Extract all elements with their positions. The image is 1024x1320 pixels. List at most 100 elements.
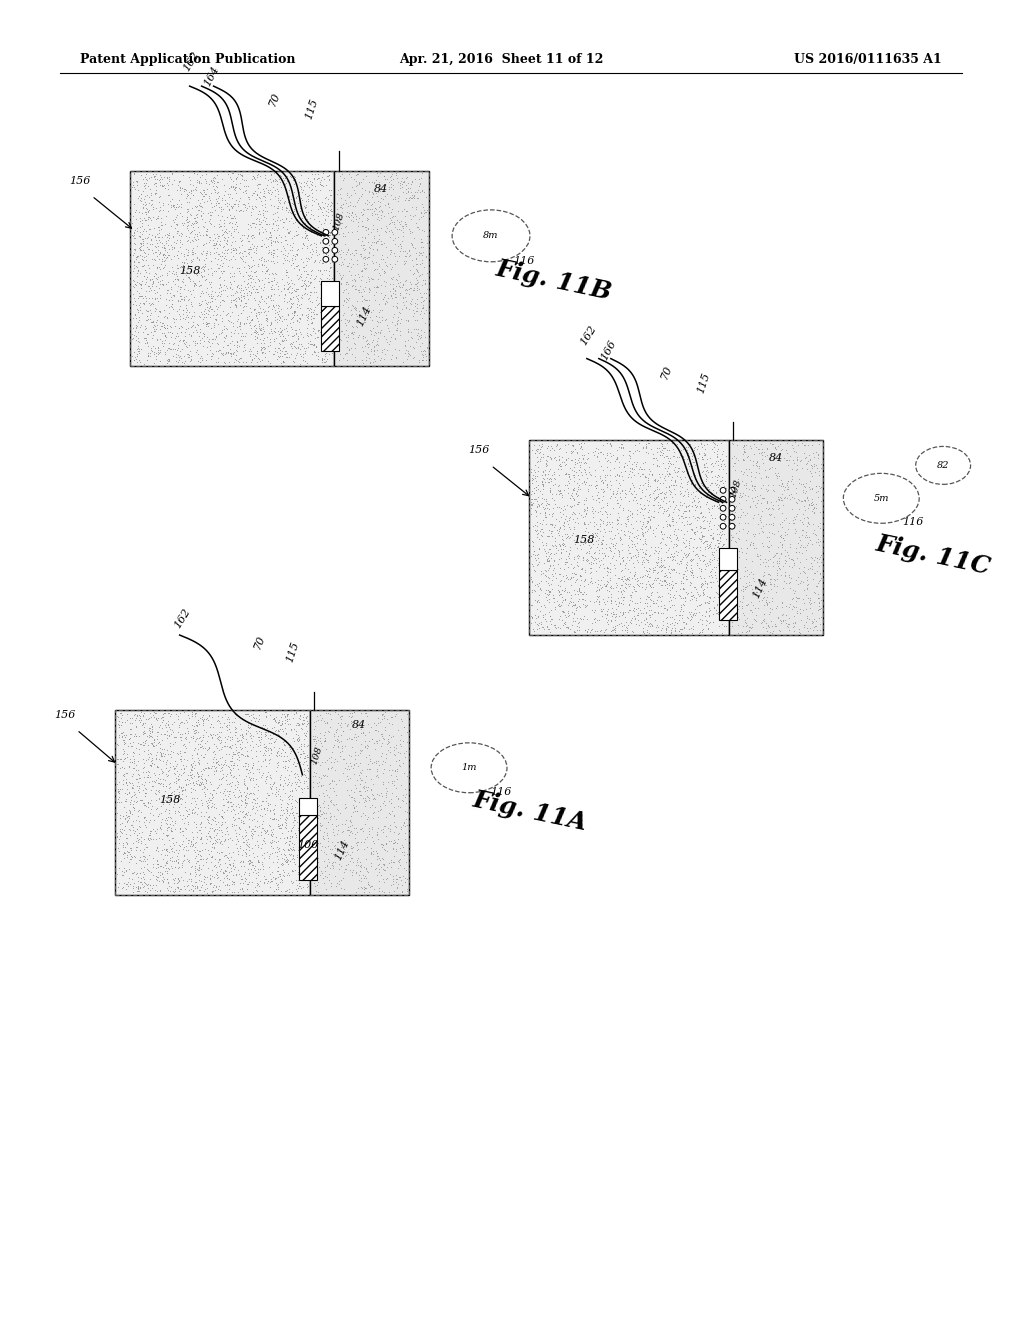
Point bbox=[293, 286, 309, 308]
Point bbox=[385, 832, 401, 853]
Point bbox=[328, 729, 344, 750]
Point bbox=[602, 561, 618, 582]
Point bbox=[254, 260, 270, 281]
Point bbox=[142, 194, 159, 215]
Point bbox=[310, 193, 327, 214]
Point bbox=[248, 863, 264, 884]
Point bbox=[539, 454, 555, 475]
Point bbox=[537, 465, 553, 486]
Point bbox=[344, 841, 360, 862]
Point bbox=[287, 246, 303, 267]
Point bbox=[190, 857, 207, 878]
Point bbox=[162, 752, 178, 774]
Point bbox=[300, 211, 316, 232]
Point bbox=[369, 731, 385, 752]
Point bbox=[359, 714, 376, 735]
Point bbox=[710, 529, 726, 550]
Point bbox=[540, 525, 556, 546]
Point bbox=[524, 469, 541, 490]
Point bbox=[204, 342, 220, 363]
Point bbox=[645, 573, 662, 594]
Point bbox=[153, 818, 169, 840]
Point bbox=[240, 803, 256, 824]
Point bbox=[315, 335, 332, 356]
Point bbox=[612, 527, 629, 548]
Point bbox=[395, 172, 412, 193]
Point bbox=[812, 517, 828, 539]
Point bbox=[647, 616, 664, 638]
Point bbox=[304, 312, 321, 333]
Text: 162: 162 bbox=[173, 606, 193, 630]
Point bbox=[711, 474, 727, 495]
Point bbox=[672, 586, 688, 607]
Point bbox=[608, 449, 625, 470]
Point bbox=[145, 847, 162, 869]
Point bbox=[228, 297, 245, 318]
Point bbox=[542, 544, 558, 565]
Point bbox=[741, 436, 758, 457]
Point bbox=[164, 837, 180, 858]
Point bbox=[282, 202, 298, 223]
Point bbox=[775, 578, 792, 599]
Point bbox=[218, 788, 234, 809]
Point bbox=[204, 834, 220, 855]
Point bbox=[307, 710, 324, 731]
Point bbox=[138, 762, 155, 783]
Point bbox=[662, 515, 678, 536]
Point bbox=[255, 341, 271, 362]
Point bbox=[321, 828, 337, 849]
Point bbox=[201, 298, 217, 319]
Point bbox=[262, 816, 279, 837]
Point bbox=[596, 480, 612, 502]
Point bbox=[529, 474, 546, 495]
Point bbox=[388, 735, 404, 756]
Point bbox=[594, 606, 610, 627]
Point bbox=[242, 285, 258, 306]
Point bbox=[638, 577, 654, 598]
Point bbox=[229, 830, 246, 851]
Point bbox=[655, 442, 672, 463]
Point bbox=[391, 750, 408, 771]
Point bbox=[158, 812, 174, 833]
Point bbox=[605, 603, 622, 624]
Point bbox=[221, 784, 238, 805]
Point bbox=[689, 595, 706, 616]
Point bbox=[307, 787, 324, 808]
Point bbox=[130, 876, 146, 898]
Point bbox=[344, 242, 360, 263]
Point bbox=[618, 618, 635, 639]
Point bbox=[137, 261, 154, 282]
Point bbox=[190, 820, 207, 841]
Point bbox=[416, 256, 432, 277]
Point bbox=[602, 434, 618, 455]
Point bbox=[637, 593, 653, 614]
Point bbox=[238, 246, 254, 267]
Point bbox=[140, 218, 157, 239]
Point bbox=[362, 195, 379, 216]
Point bbox=[212, 861, 228, 882]
Point bbox=[382, 755, 398, 776]
Point bbox=[538, 454, 554, 475]
Point bbox=[419, 263, 435, 284]
Point bbox=[345, 275, 361, 296]
Point bbox=[225, 865, 242, 886]
Point bbox=[404, 300, 421, 321]
Point bbox=[370, 334, 386, 355]
Point bbox=[680, 607, 696, 628]
Point bbox=[124, 713, 140, 734]
Point bbox=[598, 576, 614, 597]
Point bbox=[609, 490, 626, 511]
Point bbox=[409, 216, 425, 238]
Point bbox=[245, 213, 261, 234]
Point bbox=[271, 322, 288, 343]
Point bbox=[212, 286, 228, 308]
Point bbox=[184, 251, 201, 272]
Point bbox=[299, 264, 315, 285]
Point bbox=[777, 521, 794, 543]
Point bbox=[729, 598, 745, 619]
Point bbox=[189, 747, 206, 768]
Point bbox=[617, 620, 634, 642]
Point bbox=[643, 599, 659, 620]
Point bbox=[141, 277, 158, 298]
Point bbox=[805, 523, 821, 544]
